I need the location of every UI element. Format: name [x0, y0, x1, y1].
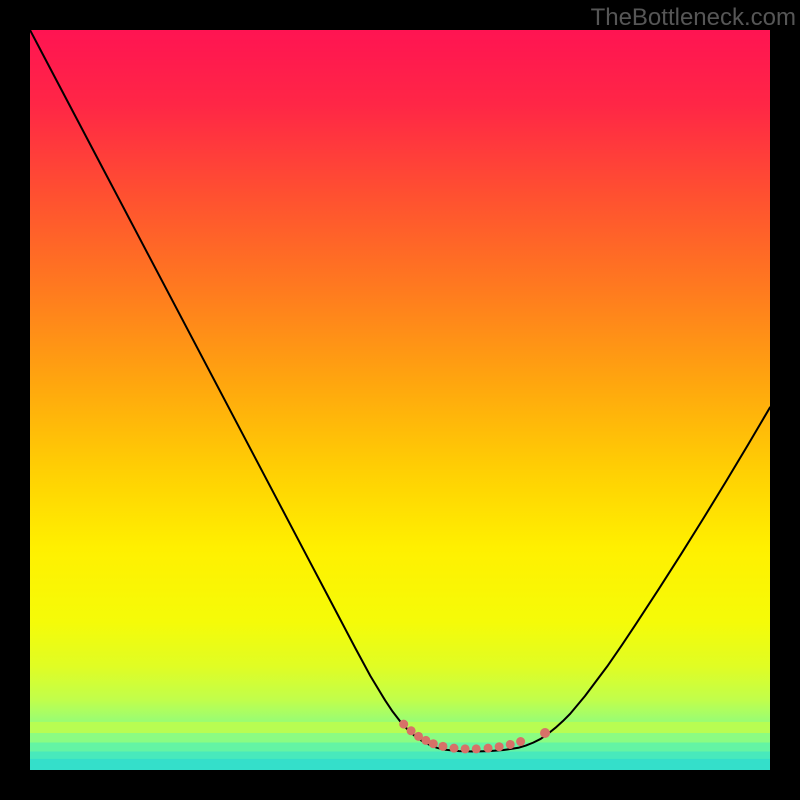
- watermark-label: TheBottleneck.com: [591, 4, 796, 32]
- chart-svg: [30, 30, 770, 770]
- plot-area: [30, 30, 770, 770]
- chart-frame: TheBottleneck.com: [0, 0, 800, 800]
